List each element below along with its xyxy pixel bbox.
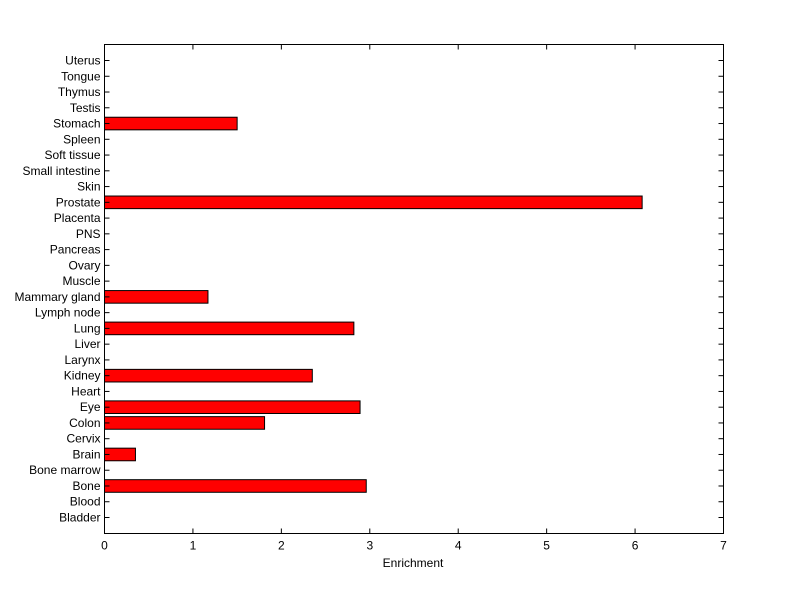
bar-stomach bbox=[104, 116, 238, 131]
y-tick-label: Heart bbox=[71, 384, 101, 398]
y-tick-label: Lung bbox=[74, 321, 101, 335]
y-tick-label: Colon bbox=[69, 416, 100, 430]
y-tick-label: Kidney bbox=[64, 369, 101, 383]
bar-lung bbox=[104, 321, 355, 336]
y-tick-label: Uterus bbox=[65, 54, 100, 68]
plot-frame bbox=[104, 44, 724, 534]
y-tick-label: PNS bbox=[76, 227, 101, 241]
x-tick-label: 7 bbox=[720, 539, 727, 553]
y-tick-label: Bone bbox=[72, 479, 100, 493]
y-tick-label: Tongue bbox=[61, 69, 101, 83]
y-tick-label: Muscle bbox=[62, 274, 100, 288]
y-tick-label: Skin bbox=[77, 180, 100, 194]
bar-prostate bbox=[104, 195, 643, 210]
bar-eye bbox=[104, 400, 361, 414]
y-tick-label: Placenta bbox=[54, 211, 101, 225]
y-tick-label: Ovary bbox=[68, 258, 100, 272]
x-tick-label: 1 bbox=[190, 539, 197, 553]
y-tick-label: Spleen bbox=[63, 132, 100, 146]
x-tick-label: 2 bbox=[278, 539, 285, 553]
y-tick-label: Eye bbox=[80, 400, 101, 414]
bar-mammary-gland bbox=[104, 290, 209, 304]
y-tick-label: Mammary gland bbox=[14, 290, 100, 304]
y-tick-label: Pancreas bbox=[50, 243, 101, 257]
y-tick-label: Lymph node bbox=[35, 306, 101, 320]
y-tick-label: Brain bbox=[72, 447, 100, 461]
y-tick-label: Thymus bbox=[58, 85, 101, 99]
x-tick-label: 3 bbox=[366, 539, 373, 553]
x-tick-label: 5 bbox=[543, 539, 550, 553]
y-tick-label: Cervix bbox=[66, 432, 100, 446]
y-tick-label: Liver bbox=[74, 337, 100, 351]
x-tick-label: 0 bbox=[101, 539, 108, 553]
x-tick-label: 6 bbox=[632, 539, 639, 553]
y-tick-label: Larynx bbox=[64, 353, 100, 367]
x-tick-label: 4 bbox=[455, 539, 462, 553]
bar-kidney bbox=[104, 368, 313, 383]
x-axis-label: Enrichment bbox=[383, 556, 444, 570]
bar-bone bbox=[104, 479, 367, 493]
y-tick-label: Soft tissue bbox=[44, 148, 100, 162]
bar-colon bbox=[104, 416, 266, 430]
y-tick-label: Stomach bbox=[53, 117, 100, 131]
y-tick-label: Bladder bbox=[59, 511, 100, 525]
y-tick-label: Bone marrow bbox=[29, 463, 101, 477]
y-tick-label: Small intestine bbox=[22, 164, 100, 178]
y-tick-label: Testis bbox=[70, 101, 101, 115]
y-tick-label: Prostate bbox=[56, 195, 101, 209]
y-tick-label: Blood bbox=[70, 495, 101, 509]
